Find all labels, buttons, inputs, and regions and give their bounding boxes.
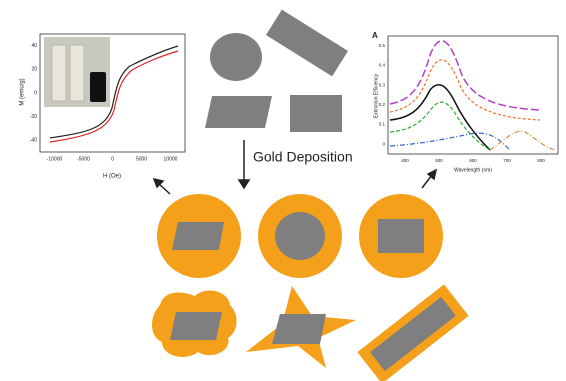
x-tick-label: 800 (537, 158, 545, 163)
arrow (421, 174, 433, 189)
y-tick-label: 0 (34, 90, 37, 96)
curve (49, 50, 179, 143)
x-axis-label: Wavelength (nm) (454, 167, 492, 173)
x-tick-label: 500 (435, 158, 443, 163)
core (272, 314, 326, 344)
x-tick-label: -10000 (47, 156, 63, 162)
vial (69, 44, 85, 102)
core (172, 222, 224, 250)
y-axis-label: Extinction Efficiency (373, 73, 379, 118)
parallelogram (205, 96, 272, 128)
core-shapes (205, 9, 349, 132)
circle (210, 33, 262, 81)
arrow-head (426, 168, 438, 181)
x-tick-label: -5000 (77, 156, 90, 162)
x-tick-label: 0 (111, 156, 114, 162)
core (378, 219, 424, 253)
x-tick-label: 5000 (136, 156, 147, 162)
vial (90, 72, 106, 102)
x-tick-label: 400 (401, 158, 409, 163)
curve (389, 40, 541, 111)
y-tick-label: 0.4 (379, 63, 386, 68)
y-tick-label: 0 (382, 141, 385, 146)
y-tick-label: 0.5 (379, 43, 386, 48)
y-tick-label: 0.3 (379, 82, 386, 87)
arrow-head (152, 177, 165, 189)
y-tick-label: 0.2 (379, 102, 386, 107)
plot-frame (387, 35, 559, 155)
y-tick-label: 40 (31, 43, 37, 49)
curve (489, 130, 557, 151)
plot-frame (39, 33, 186, 153)
curve (389, 84, 491, 151)
x-tick-label: 700 (503, 158, 511, 163)
vial (51, 44, 67, 102)
x-tick-label: 600 (469, 158, 477, 163)
core (170, 312, 222, 340)
arrows (152, 140, 438, 195)
process-label: Gold Deposition (253, 149, 353, 165)
x-tick-label: 10000 (164, 156, 178, 162)
curve (389, 132, 511, 151)
rectangle (290, 95, 342, 132)
y-tick-label: -20 (30, 114, 37, 120)
y-axis-label: M (emu/g) (20, 78, 26, 105)
arrow-head (237, 179, 251, 190)
rod (265, 9, 349, 77)
core (275, 212, 325, 260)
core-shell-particles (152, 194, 469, 381)
core (370, 296, 456, 372)
y-tick-label: 20 (31, 67, 37, 73)
curve (389, 101, 491, 151)
y-tick-label: 0.1 (379, 122, 386, 127)
extinction-plot: A Extinction Efficiency Wavelength (nm) (372, 31, 559, 173)
curve (389, 59, 541, 121)
magnetization-plot: M (emu/g) H (Oe) (20, 33, 186, 180)
y-tick-label: -40 (30, 138, 37, 144)
x-axis-label: H (Oe) (103, 174, 121, 180)
panel-label: A (372, 31, 378, 40)
curve (49, 45, 179, 139)
